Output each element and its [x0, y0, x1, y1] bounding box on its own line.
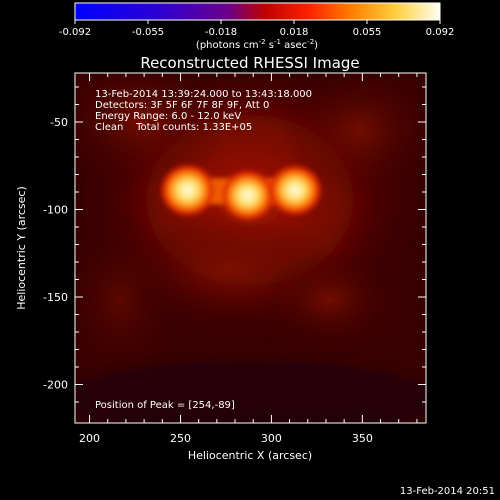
x-tick-label: 250 — [170, 432, 191, 445]
colorbar-tick-label: 0.018 — [280, 27, 309, 38]
x-tick-label: 200 — [79, 432, 100, 445]
annotation-peak: Position of Peak = [254,-89] — [95, 400, 235, 411]
y-tick-label: -200 — [43, 379, 68, 392]
axis-ticks: 200 250 300 350 -50 -100 -150 -200 — [43, 73, 426, 445]
source-peak — [220, 169, 276, 222]
colorbar-tick-label: -0.055 — [132, 27, 164, 38]
hxr-sources — [159, 163, 323, 222]
colorbar — [74, 2, 441, 21]
colorbar-label: (photons cm-2 s-1 asec-2) — [196, 38, 318, 51]
y-axis-label: Heliocentric Y (arcsec) — [15, 186, 28, 310]
y-tick-label: -100 — [43, 204, 68, 217]
source-peak — [159, 163, 216, 217]
colorbar-ticks: -0.092 -0.055 -0.018 0.018 0.055 0.092 — [59, 20, 454, 38]
colorbar-tick-label: 0.092 — [426, 27, 455, 38]
timestamp: 13-Feb-2014 20:51 — [400, 486, 495, 497]
annotation-time-range: 13-Feb-2014 13:39:24.000 to 13:43:18.000 — [95, 89, 312, 100]
colorbar-tick-label: 0.055 — [353, 27, 382, 38]
annotation-detectors: Detectors: 3F 5F 6F 7F 8F 9F, Att 0 — [95, 100, 269, 111]
annotation-method: Clean Total counts: 1.33E+05 — [95, 122, 252, 133]
chart-title: Reconstructed RHESSI Image — [140, 54, 359, 72]
colorbar-tick-label: -0.092 — [59, 27, 91, 38]
y-tick-label: -150 — [43, 291, 68, 304]
y-tick-label: -50 — [50, 116, 68, 129]
plot-frame — [74, 72, 427, 424]
x-tick-label: 350 — [352, 432, 373, 445]
x-axis-label: Heliocentric X (arcsec) — [188, 449, 312, 462]
source-peak — [267, 164, 323, 217]
x-tick-label: 300 — [261, 432, 282, 445]
colorbar-tick-label: -0.018 — [205, 27, 237, 38]
heatmap-image — [75, 73, 426, 423]
annotation-energy: Energy Range: 6.0 - 12.0 keV — [95, 111, 241, 122]
